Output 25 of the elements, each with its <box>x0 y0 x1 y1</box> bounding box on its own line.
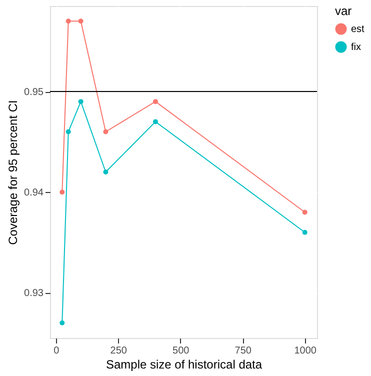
legend-label: est <box>351 24 365 35</box>
point <box>66 129 71 134</box>
x-tick-label: 500 <box>172 346 190 356</box>
legend-label: fix <box>351 42 361 53</box>
x-tick-label: 1000 <box>294 346 317 356</box>
point <box>103 129 108 134</box>
x-tick-label: 250 <box>110 346 128 356</box>
y-tick-label: 0.95 <box>24 87 44 98</box>
point <box>103 170 108 174</box>
point <box>302 230 308 235</box>
point <box>152 119 158 124</box>
point <box>152 99 158 104</box>
point <box>60 320 65 326</box>
x-tick-label: 0 <box>54 346 60 356</box>
legend-title: var <box>335 4 352 18</box>
x-tick-label: 750 <box>234 346 252 356</box>
point <box>60 190 65 195</box>
x-axis-title: Sample size of historical data <box>106 358 262 372</box>
point <box>66 18 71 24</box>
point <box>302 210 308 215</box>
y-axis-title: Coverage for 95 percent CI <box>6 100 20 245</box>
y-tick-label: 0.94 <box>24 188 44 199</box>
y-tick-label: 0.93 <box>24 288 44 300</box>
point <box>78 99 84 104</box>
point <box>78 18 84 24</box>
